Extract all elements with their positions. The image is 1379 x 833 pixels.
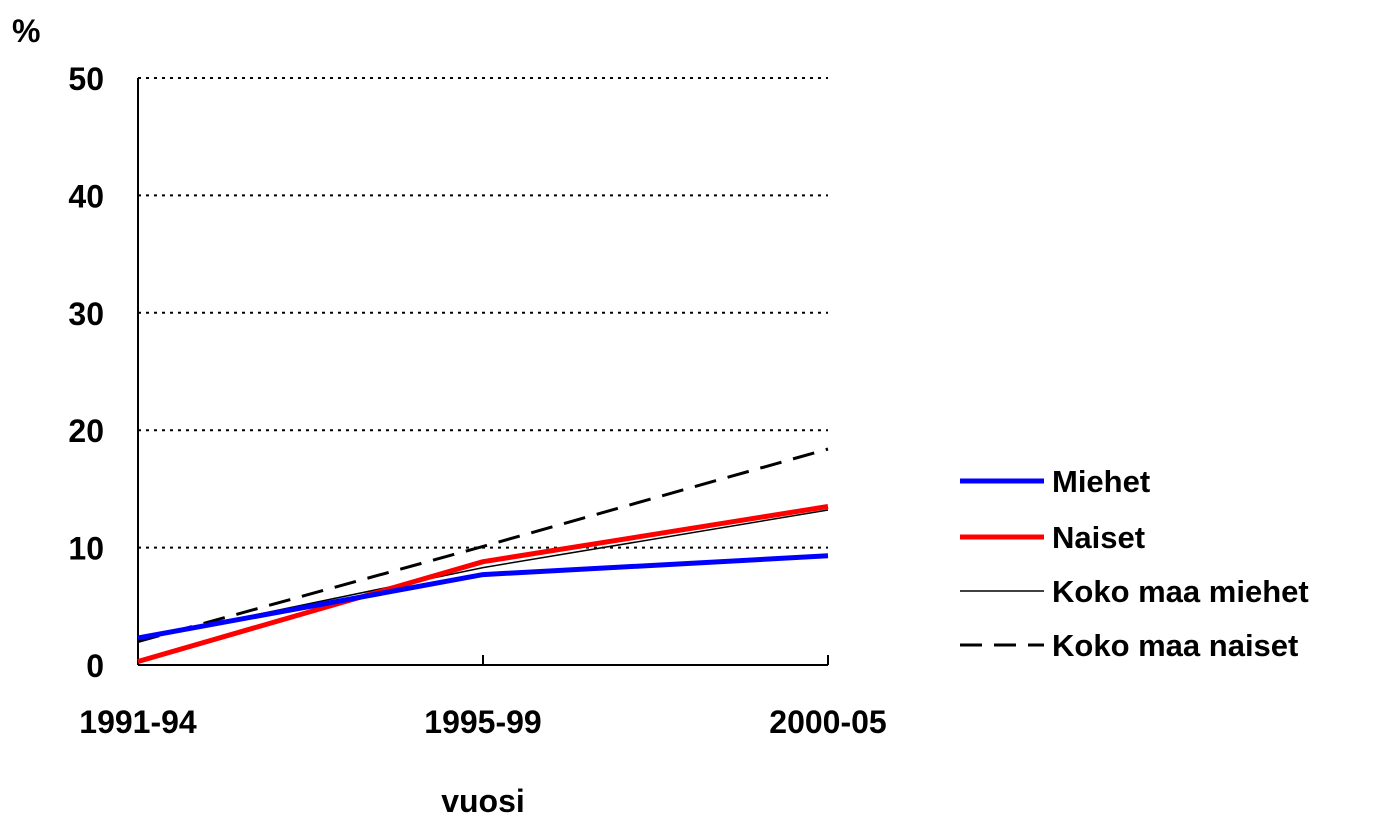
x-tick-label: 1995-99 xyxy=(424,704,541,740)
legend-label: Koko maa miehet xyxy=(1052,574,1309,609)
legend-label: Koko maa naiset xyxy=(1052,628,1298,663)
series-line-1 xyxy=(137,553,829,641)
y-tick-label: 0 xyxy=(86,648,104,684)
x-tick-labels: 1991-94 1995-99 2000-05 xyxy=(79,704,886,740)
y-axis-title: % xyxy=(12,13,40,49)
x-tick-label: 2000-05 xyxy=(769,704,886,740)
y-tick-label: 10 xyxy=(68,531,104,567)
legend-label: Naiset xyxy=(1052,520,1145,555)
y-tick-label: 40 xyxy=(68,178,104,214)
series-lines xyxy=(137,447,829,664)
axes xyxy=(137,78,829,666)
gridlines xyxy=(138,77,828,549)
y-tick-label: 30 xyxy=(68,296,104,332)
y-tick-label: 20 xyxy=(68,413,104,449)
x-axis-title: vuosi xyxy=(441,783,525,819)
legend: Miehet Naiset Koko maa miehet Koko maa nais… xyxy=(960,464,1309,663)
series-line-4 xyxy=(137,447,829,643)
legend-label: Miehet xyxy=(1052,464,1150,499)
x-tick-label: 1991-94 xyxy=(79,704,197,740)
series-line-2 xyxy=(137,504,829,664)
y-tick-labels: 0 10 20 30 40 50 xyxy=(68,61,104,684)
y-tick-label: 50 xyxy=(68,61,104,97)
